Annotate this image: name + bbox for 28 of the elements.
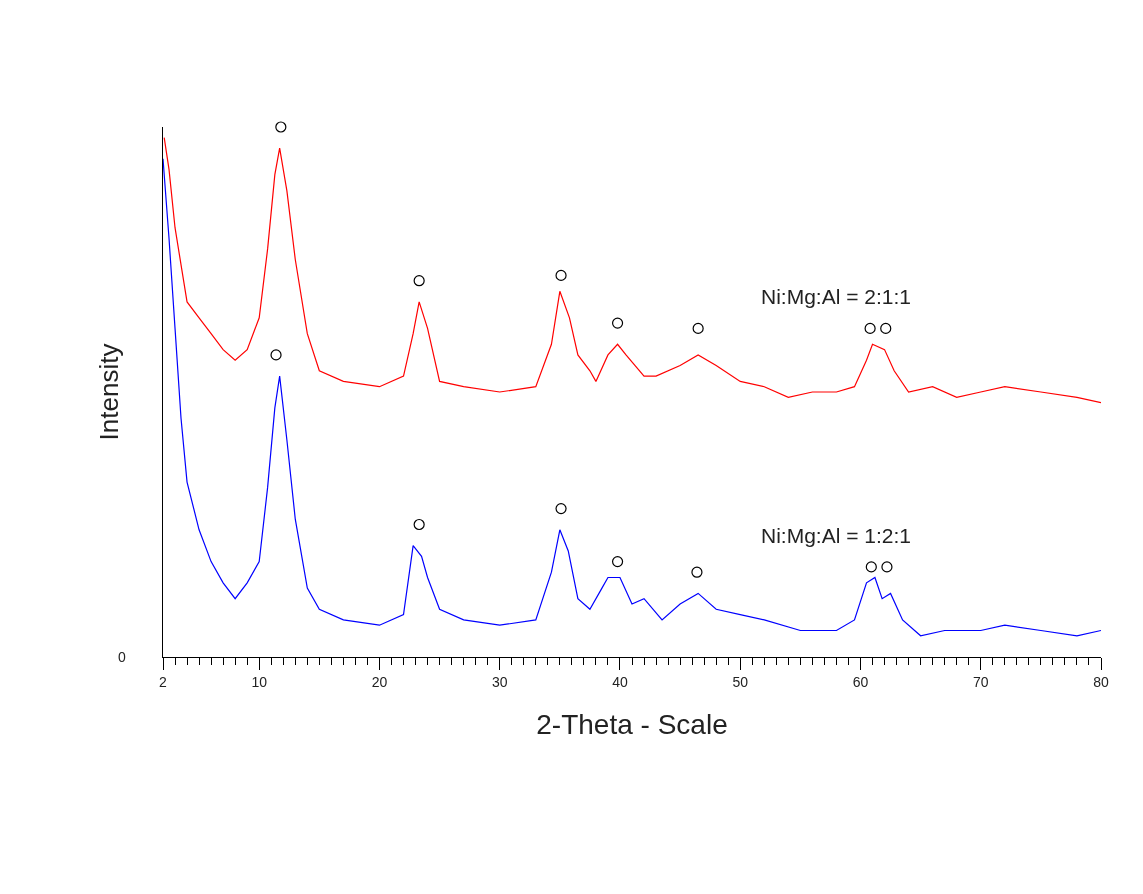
point (555, 269, 567, 281)
x-tick-label: 20 (371, 673, 388, 690)
text: 0 (118, 649, 126, 665)
point (611, 556, 624, 568)
x-tick-label: 10 (251, 673, 268, 690)
point (692, 322, 704, 334)
point (691, 566, 703, 578)
x-tick-label: 80 (1093, 673, 1109, 690)
point (270, 349, 282, 361)
point (880, 322, 892, 334)
point (881, 561, 893, 573)
x-tick-label: 50 (732, 673, 749, 690)
x-tick-label: 60 (852, 673, 869, 690)
x-tick-label: 2 (159, 673, 168, 690)
point (865, 561, 877, 573)
x-tick-label: 70 (972, 673, 989, 690)
point (275, 121, 287, 133)
x-tick-label: 30 (491, 673, 508, 690)
point (555, 503, 567, 515)
point (611, 317, 624, 329)
text: Ni:Mg:Al = 2:1:1 (761, 285, 911, 308)
point (413, 518, 425, 531)
point (864, 322, 876, 334)
x-tick-label: 40 (612, 673, 628, 690)
point (413, 275, 425, 287)
x-axis-title: 2-Theta - Scale (536, 708, 728, 740)
y-axis-title: Intensity (94, 343, 125, 441)
text: Ni:Mg:Al = 1:2:1 (761, 524, 911, 547)
